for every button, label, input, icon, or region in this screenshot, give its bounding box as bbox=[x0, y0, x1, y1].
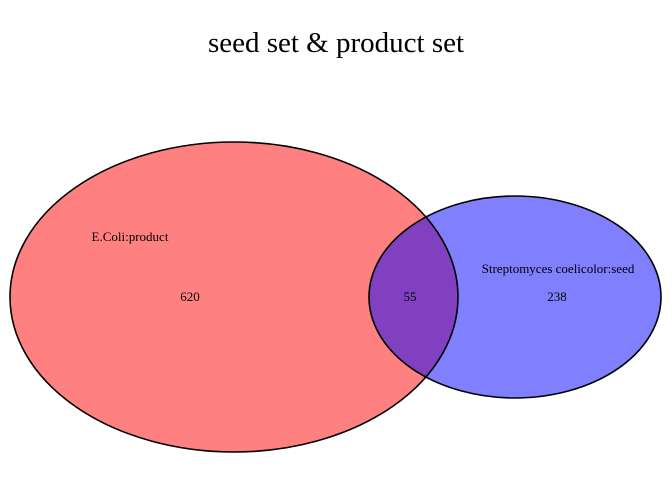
set-a-label: E.Coli:product bbox=[92, 229, 169, 244]
set-a-only-count: 620 bbox=[180, 289, 200, 304]
diagram-title: seed set & product set bbox=[208, 27, 464, 59]
set-b-only-count: 238 bbox=[547, 289, 567, 304]
intersection-count: 55 bbox=[404, 289, 417, 304]
set-a-outline bbox=[9, 141, 459, 453]
set-b-label: Streptomyces coelicolor:seed bbox=[482, 261, 635, 276]
set-b-outline bbox=[368, 195, 662, 399]
intersection-region bbox=[369, 196, 458, 398]
set-a-ellipse bbox=[10, 142, 458, 452]
